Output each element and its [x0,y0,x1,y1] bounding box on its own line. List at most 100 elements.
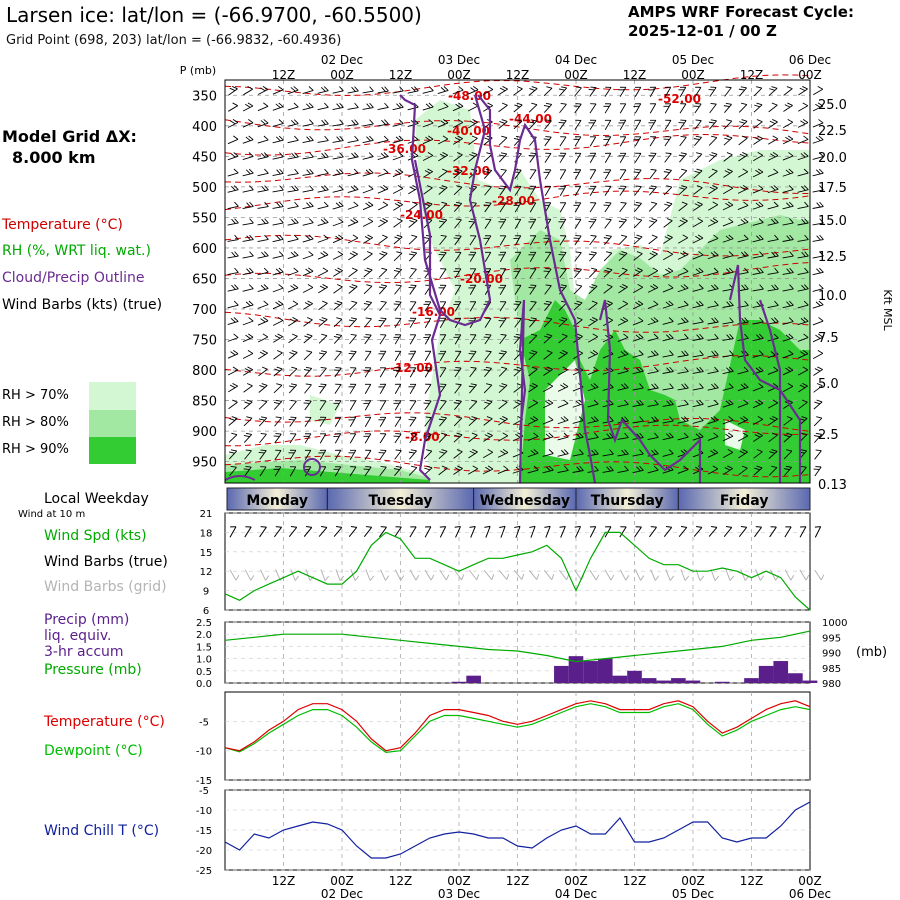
wind-barb-shaft [797,189,809,193]
wind-barb [632,383,644,391]
wind-barb-flag [453,303,460,305]
wind-barb-shaft [393,204,403,211]
wind-barb-shaft [483,435,493,442]
wind-barb-shaft [589,235,597,246]
wind-barb-flag [423,336,430,338]
wind-barb [797,267,809,276]
wind-barb-shaft [347,156,359,160]
wind-barb [423,449,433,460]
wind-barb-flag [423,402,430,404]
wind-barb-shaft [722,204,734,211]
true-wind-barb [708,525,718,537]
wind-barb-shaft [558,318,568,328]
wind-barb-flag [544,185,551,187]
wind-barb-flag [784,434,791,438]
wind-barb [797,185,809,193]
wind-barb-shaft [662,321,674,325]
wind-barb [677,350,689,358]
wind-barb-shaft [572,420,584,424]
wind-barb [348,449,357,460]
wind-barb [692,350,704,358]
wind-barb-shaft [797,172,809,177]
wind-barb [557,366,569,376]
wind-barb-shaft [634,120,642,130]
wind-barb-shaft [349,334,357,345]
weekday-label: Monday [246,493,308,509]
wind-barb [408,218,418,228]
wind-barb-flag [741,135,748,139]
wind-barb-flag [244,368,251,372]
wind-barb-shaft [468,417,478,427]
true-wind-barb [738,526,748,538]
wind-barb [604,218,612,229]
wind-barb-shaft [542,402,554,409]
wind-barb [274,449,282,460]
wind-barb [633,201,642,212]
grid-wind-barb [229,569,240,581]
wind-barb-flag [726,152,733,156]
grid-barb-flag [309,575,315,581]
wind-barb-shaft [559,186,567,196]
wind-barb-flag [398,152,404,157]
wind-barb-shaft [542,469,554,474]
wind-barb-flag [384,119,389,125]
wind-barb-shaft [527,436,539,441]
wind-barb-shaft [529,285,537,295]
wind-barb-flag [562,383,569,387]
grid-barb-shaft [543,569,553,581]
wind-barb-flag [469,450,476,455]
top-time-tick: 00Z [447,68,471,82]
wind-barb-shaft [813,369,823,376]
wind-barb-flag [308,218,314,223]
wind-barb-shaft [677,337,689,342]
wind-barb-shaft [289,466,297,477]
wind-barb-flag [619,136,626,138]
wind-barb-flag [395,301,402,303]
wind-barb-flag [667,234,673,238]
wind-barb [408,284,417,295]
wind-barb [559,169,567,180]
wind-barb-shaft [589,87,597,97]
wind-barb-flag [278,284,284,289]
wind-barb [243,432,253,443]
wind-barb-flag [409,367,416,369]
wind-barb [752,168,764,178]
wind-barb-flag [487,465,494,470]
wind-barb-shaft [273,401,283,410]
wind-barb-shaft [649,136,657,147]
true-barb-shaft [455,526,461,538]
wind-barb-shaft [677,469,689,474]
wind-barb-flag [533,465,539,471]
wind-barb [392,185,404,194]
wind-barb-shaft [813,417,823,427]
wind-barb [797,218,809,226]
wind-barb-flag [393,303,400,305]
wind-barb-flag [399,102,404,108]
true-barb-flag [605,526,611,528]
wind-barb-flag [500,334,507,336]
wind-barb-shaft [498,384,508,394]
wind-barb-shaft [587,403,599,408]
wind-barb-flag [603,171,610,173]
wind-barb-flag [650,119,656,121]
wind-barb-shaft [347,123,359,127]
wind-barb [227,152,239,161]
wind-barb-shaft [287,189,299,193]
wind-barb-flag [323,234,329,239]
wind-barb-flag [247,350,254,354]
wind-barb-shaft [513,120,523,130]
grid-barb-flag [551,574,555,580]
wind-barb-shaft [782,353,794,359]
wind-barb-shaft [678,220,688,228]
wind-barb-flag [320,350,327,353]
wind-barb-flag [708,121,715,124]
true-wind-barb [454,526,461,538]
wind-barb-flag [650,169,657,171]
wind-barb [377,185,389,194]
wind-barb [377,168,389,177]
wind-barb-shaft [332,107,344,110]
wind-barb-shaft [528,368,538,377]
wind-barb-flag [803,185,809,191]
wind-barb [332,201,344,210]
wind-barb-shaft [227,320,239,326]
